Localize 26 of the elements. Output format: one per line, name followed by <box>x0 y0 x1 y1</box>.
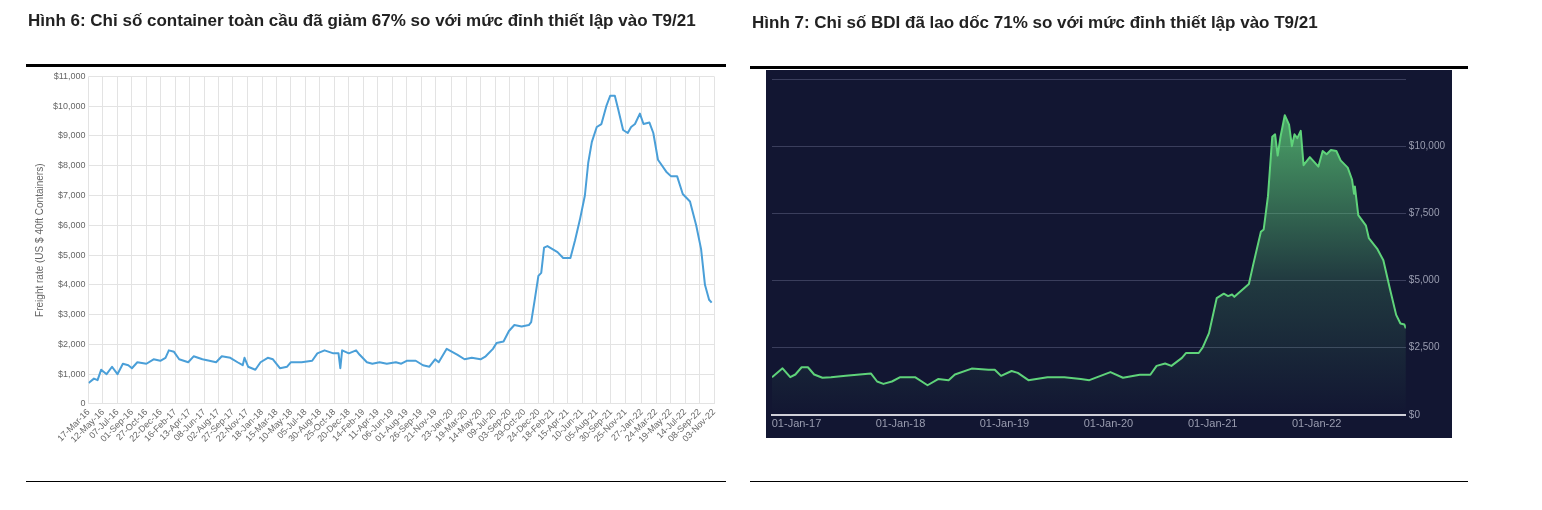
y-tick-label: $11,000 <box>53 70 86 81</box>
y-tick-label: $7,500 <box>1408 207 1440 219</box>
y-tick-label: $6,000 <box>58 219 86 230</box>
y-tick-label: $4,000 <box>58 279 86 290</box>
x-tick-label: 01-Jan-21 <box>1187 417 1238 430</box>
y-tick-label: $5,000 <box>1408 274 1440 286</box>
y-tick-label: $7,000 <box>58 189 86 200</box>
y-tick-label: 0 <box>80 398 86 409</box>
y-tick-label: $8,000 <box>58 160 86 171</box>
y-axis-title: Freight rate (US $ 40ft Containers) <box>33 163 45 317</box>
chart-title: Hình 6: Chỉ số container toàn cầu đã giảm 67% so với mức đỉnh thiết lập vào T9/21 <box>28 10 697 31</box>
chart-title: Hình 7: Chỉ số BDI đã lao dốc 71% so với mức đỉnh thiết lập vào T9/21 <box>752 12 1319 33</box>
y-tick-label: $10,000 <box>1408 139 1446 151</box>
x-tick-label: 01-Jan-17 <box>771 417 822 430</box>
x-tick-label: 01-Jan-20 <box>1083 417 1134 430</box>
x-tick-label: 01-Jan-22 <box>1291 417 1342 430</box>
x-tick-label: 01-Jan-19 <box>979 417 1030 430</box>
y-tick-label: $0 <box>1408 408 1421 420</box>
y-tick-label: $3,000 <box>58 309 86 320</box>
y-tick-label: $5,000 <box>58 249 86 260</box>
y-tick-label: $2,500 <box>1408 341 1440 353</box>
y-tick-label: $1,000 <box>58 368 86 379</box>
y-tick-label: $10,000 <box>52 100 86 111</box>
y-tick-label: $9,000 <box>58 130 86 141</box>
x-tick-label: 01-Jan-18 <box>875 417 926 430</box>
y-tick-label: $2,000 <box>58 338 86 349</box>
